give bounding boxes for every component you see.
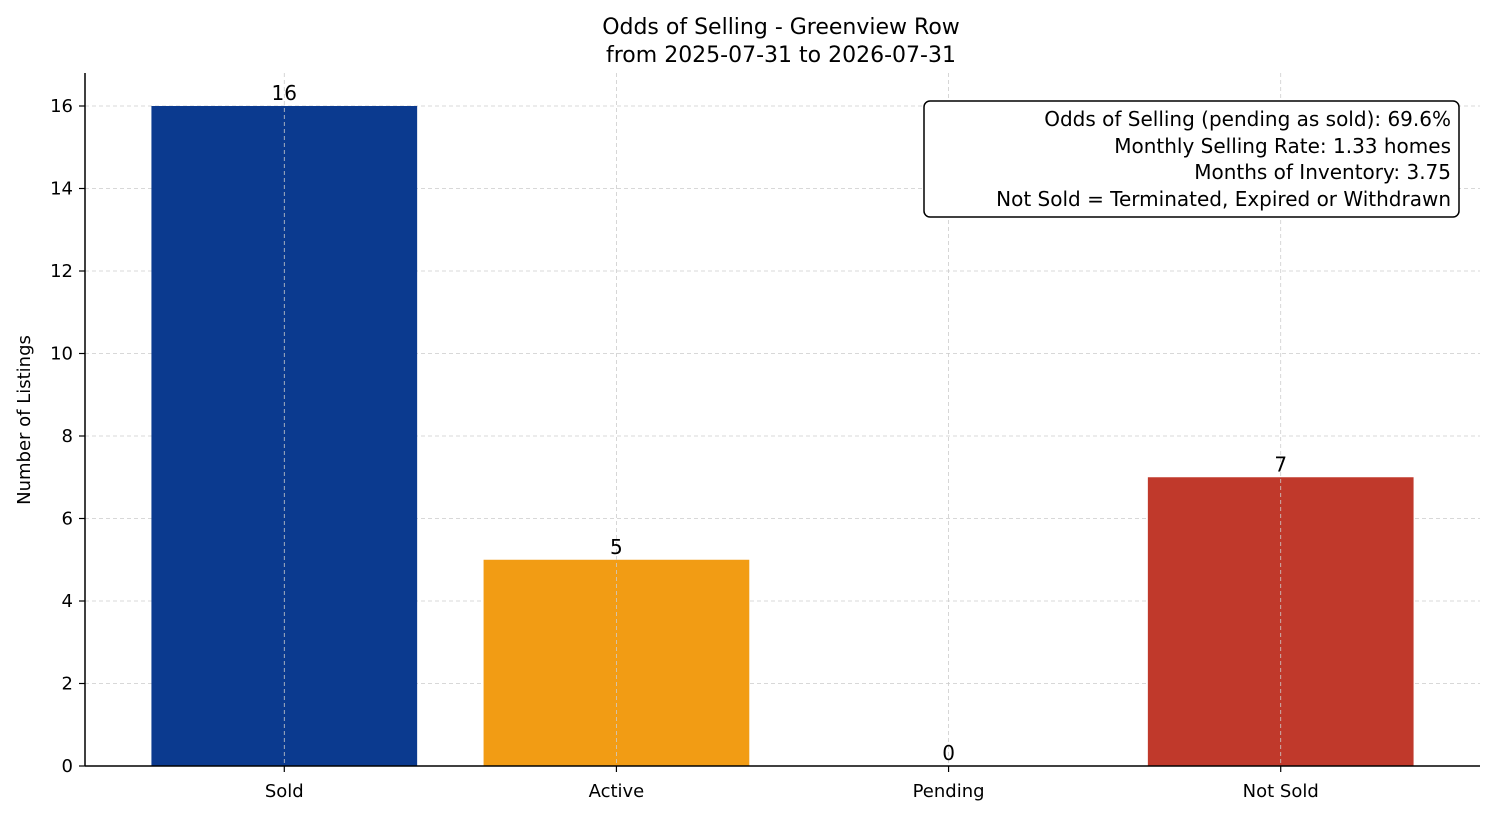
bar-value-labels: 16 5 0 7	[272, 81, 1288, 765]
y-tick-label: 6	[62, 509, 73, 530]
y-tick-label: 4	[62, 591, 73, 612]
x-tick-label: Sold	[265, 781, 304, 802]
y-tick-label: 16	[50, 96, 73, 117]
info-box-frame	[923, 100, 1460, 218]
y-tick-label: 8	[62, 426, 73, 447]
chart-title: Odds of Selling - Greenview Row	[602, 15, 960, 40]
y-tick-label: 14	[50, 179, 73, 200]
bar	[151, 106, 418, 766]
info-line-odds: Odds of Selling (pending as sold): 69.6%	[1044, 107, 1451, 131]
y-tick-label: 10	[50, 344, 73, 365]
info-line-months-inventory: Months of Inventory: 3.75	[1194, 160, 1451, 184]
y-tick-label: 0	[62, 756, 73, 777]
y-tick-label: 12	[50, 261, 73, 282]
info-line-selling-rate: Monthly Selling Rate: 1.33 homes	[1114, 134, 1451, 158]
bar-value-label: 5	[610, 535, 623, 559]
info-line-not-sold-definition: Not Sold = Terminated, Expired or Withdr…	[996, 187, 1451, 211]
x-tick-label: Pending	[913, 781, 985, 802]
info-box: Odds of Selling (pending as sold): 69.6%…	[923, 100, 1460, 218]
bar-value-label: 0	[942, 741, 955, 765]
y-tick-label: 2	[62, 674, 73, 695]
bar-layer	[151, 73, 1414, 766]
chart-subtitle: from 2025-07-31 to 2026-07-31	[606, 43, 956, 68]
x-tick-label: Not Sold	[1243, 781, 1319, 802]
y-axis-label: Number of Listings	[14, 335, 35, 505]
bar-value-label: 7	[1274, 452, 1287, 476]
x-tick-label: Active	[589, 781, 645, 802]
bar-value-label: 16	[272, 81, 297, 105]
tick-layer: 0 2 4 6 8 10 12 14 16 Sold Active Pending Not Sold	[50, 96, 1319, 802]
